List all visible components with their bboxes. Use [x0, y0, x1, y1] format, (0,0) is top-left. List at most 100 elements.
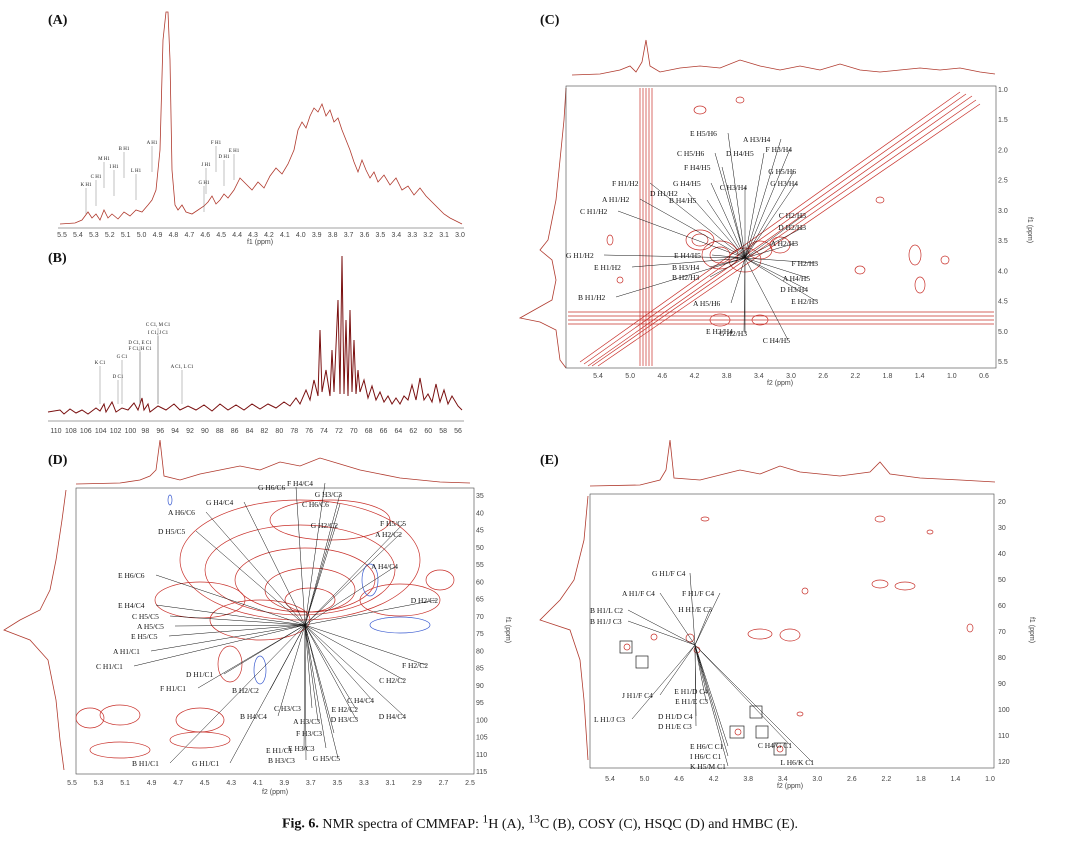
peak-label: G C1 — [117, 355, 128, 360]
annotation-arrow — [706, 199, 746, 259]
panel-a-ticks: 5.5 5.4 5.3 5.2 5.1 5.0 4.9 4.8 4.7 4.6 4.5 4.4 4.3 4… — [57, 232, 465, 239]
tick-label: 3.5 — [376, 232, 386, 239]
panel-e-left-projection — [539, 495, 589, 761]
cross-peak-label: A H5/H6 — [693, 299, 721, 308]
annotation-arrow — [304, 624, 335, 734]
cross-peak-label: G H2/C2 — [311, 521, 339, 530]
annotation-arrow — [627, 620, 696, 646]
annotation-arrow — [631, 257, 746, 268]
annotation-arrow — [205, 511, 306, 626]
tick-label: 4.7 — [173, 780, 183, 787]
cross-peak-label: E H2/C2 — [332, 705, 359, 714]
panel-b-ticks: 110 108 106 104 102 100 98 96 94 92 90 88 86 84 82 80 78… — [50, 428, 462, 435]
peak-label: K H1 — [81, 183, 92, 188]
tick-label: 1.4 — [951, 776, 961, 783]
annotation-arrow — [304, 482, 326, 626]
tick-label: 1.8 — [883, 373, 893, 380]
annotation-arrow — [694, 644, 791, 746]
cross-peak-label: G H1/C1 — [192, 759, 220, 768]
cross-peak-label: C H3/H4 — [720, 183, 748, 192]
panel-d-y-title: f1 (ppm) — [504, 617, 511, 643]
annotation-arrow — [304, 493, 341, 626]
tick-label: 2.6 — [847, 776, 857, 783]
cross-peak-label: E H2/H3 — [791, 297, 818, 306]
panel-d-x-ticks: 5.5 5.3 5.1 4.9 4.7 4.5 4.3 4.1 3.9 3.7 3.5 3.3 3.1 2… — [67, 780, 475, 787]
tick-label: 70 — [350, 428, 358, 435]
cross-peak-label: G H6/C6 — [258, 483, 286, 492]
panel-d-x-title: f2 (ppm) — [262, 789, 288, 796]
peak-label: C H1 — [91, 175, 102, 180]
tick-label: 3.3 — [359, 780, 369, 787]
cross-peak-label: E H5/H6 — [690, 129, 717, 138]
cross-peak-label: L H1/J C3 — [594, 715, 625, 724]
cross-peak-label: G H5/H6 — [768, 167, 796, 176]
panel-e-x-ticks: 5.4 5.0 4.6 4.2 3.8 3.4 3.0 2.6 2.2 1.8 1.4 1.0 — [605, 776, 995, 783]
tick-label: 5.0 — [137, 232, 147, 239]
tick-label: 100 — [476, 717, 488, 724]
tick-label: 60 — [424, 428, 432, 435]
peak-label: A H1 — [147, 141, 158, 146]
tick-label: 2.5 — [998, 178, 1008, 185]
cross-peak-label: G H3/H4 — [770, 179, 798, 188]
tick-label: 4.3 — [226, 780, 236, 787]
cross-peak-label: A H4/H5 — [783, 274, 811, 283]
annotation-arrow — [169, 615, 306, 626]
cross-peak-label: F H2/H3 — [792, 259, 819, 268]
annotation-arrow — [303, 624, 306, 751]
cross-peak-label: H H1/E C3 — [678, 605, 712, 614]
tick-label: 110 — [50, 428, 61, 435]
tick-label: 4.4 — [232, 232, 242, 239]
tick-label: 78 — [290, 428, 298, 435]
panel-b-peak-labels: K C1 D C1 G C1 D C1, E C1F C1, H C1 C C1, M … — [95, 323, 194, 404]
tick-label: 4.9 — [153, 232, 163, 239]
tick-label: 4.3 — [248, 232, 258, 239]
tick-label: 1.8 — [916, 776, 926, 783]
panel-e-boxes — [619, 640, 787, 756]
tick-label: 70 — [476, 614, 484, 621]
tick-label: 92 — [186, 428, 194, 435]
cross-peak-label: A H1/H2 — [602, 195, 630, 204]
cross-peak-label: G H4/H5 — [673, 179, 701, 188]
tick-label: 58 — [439, 428, 447, 435]
tick-label: 90 — [476, 683, 484, 690]
caption-label: Fig. 6. — [281, 816, 319, 832]
panel-c-y-title: f1 (ppm) — [1026, 217, 1033, 243]
tick-label: 70 — [998, 629, 1006, 636]
cross-peak-label: F H4/H5 — [684, 163, 711, 172]
cross-peak-label: L H6/K C1 — [781, 758, 815, 767]
panel-e-frame — [589, 493, 995, 769]
annotation-arrow — [627, 609, 696, 646]
annotation-arrow — [631, 644, 696, 720]
tick-label: 65 — [476, 597, 484, 604]
panel-d-top-projection — [75, 439, 471, 485]
annotation-arrow — [304, 599, 437, 626]
cross-peak-label: A H3/C3 — [293, 717, 320, 726]
cross-peak-label: A H2/H3 — [771, 239, 799, 248]
tick-label: 0.6 — [979, 373, 989, 380]
peak-label: C C1, M C1 — [146, 323, 171, 328]
annotation-arrow — [714, 152, 746, 259]
tick-label: 3.5 — [332, 780, 342, 787]
tick-label: 50 — [476, 545, 484, 552]
panel-c-ridges — [568, 88, 994, 367]
tick-label: 4.2 — [690, 373, 700, 380]
annotation-arrow — [744, 148, 791, 259]
peak-label: B H1 — [119, 147, 130, 152]
tick-label: 60 — [998, 603, 1006, 610]
tick-label: 102 — [110, 428, 122, 435]
tick-label: 3.0 — [786, 373, 796, 380]
cross-peak-label: C H1/H2 — [580, 207, 608, 216]
tick-label: 1.0 — [985, 776, 995, 783]
cross-peak-label: B H2/H3 — [672, 273, 700, 282]
tick-label: 98 — [141, 428, 149, 435]
tick-label: 120 — [998, 759, 1010, 766]
tick-label: 4.6 — [674, 776, 684, 783]
tick-label: 40 — [476, 510, 484, 517]
tick-label: 5.5 — [57, 232, 67, 239]
cross-peak-label: A H1/F C4 — [622, 589, 655, 598]
cross-peak-label: D H2/H3 — [778, 223, 806, 232]
caption-fragment: NMR spectra of CMMFAP: — [322, 816, 483, 832]
tick-label: 95 — [476, 700, 484, 707]
tick-label: 80 — [476, 648, 484, 655]
annotation-arrow — [744, 138, 782, 259]
